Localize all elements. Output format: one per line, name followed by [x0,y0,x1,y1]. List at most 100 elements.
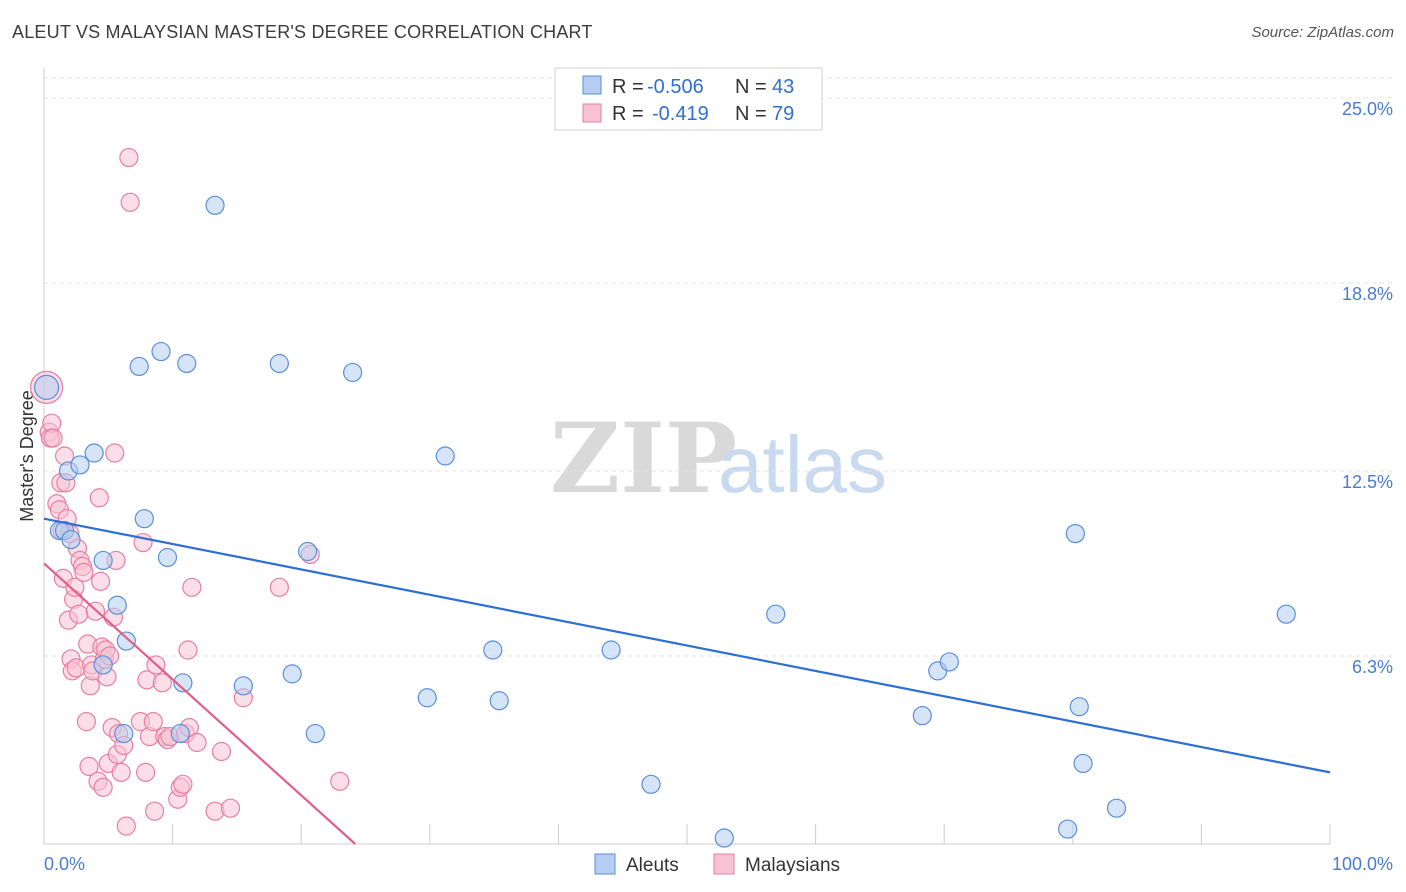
aleut-trendline [43,517,1331,774]
malaysian-point-69 [178,640,198,660]
malaysian-point-36 [93,777,113,797]
bottom-legend: Aleuts Malaysians [594,853,840,876]
aleut-point-16 [170,723,190,744]
aleut-point-39 [1069,697,1089,717]
watermark-atlas: atlas [718,420,887,509]
aleut-point-13 [134,509,154,529]
legend-n-value-malaysian: 79 [772,103,794,125]
malaysian-point-73 [205,801,225,821]
malaysian-point-50 [116,816,136,836]
aleut-point-15 [157,547,178,568]
bottom-legend-swatch-aleuts [594,853,616,875]
legend-r-label-aleut: R = [612,76,644,98]
malaysian-point-74 [211,741,232,762]
x-tick-label-min: 0.0% [44,854,85,874]
legend-swatch-malaysian [582,103,602,123]
aleut-point-0 [33,374,60,400]
malaysian-point-27 [79,756,99,777]
aleut-point-24 [305,723,325,744]
malaysian-point-24 [74,562,94,583]
aleut-point-34 [912,706,932,726]
malaysian-point-19 [66,658,86,678]
watermark: ZIP atlas [550,402,887,515]
legend-n-label-malaysian: N = [735,103,767,125]
aleut-point-40 [1073,753,1093,774]
x-ticks [172,824,1331,844]
top-legend: R = -0.506 N = 43 R = -0.419 N = 79 [554,67,823,131]
malaysian-point-79 [330,771,350,791]
malaysian-point-71 [182,577,202,597]
malaysian-trendline [43,562,356,845]
aleut-point-37 [1058,819,1078,839]
chart-source: Source: ZipAtlas.com [1251,24,1394,41]
malaysian-point-48 [111,762,131,782]
malaysian-point-58 [143,712,163,732]
malaysian-point-61 [152,673,172,693]
x-tick-labels: 0.0% 100.0% [44,854,1393,874]
malaysian-point-4 [43,428,63,448]
aleut-point-7 [93,550,113,571]
aleut-point-4 [61,529,81,550]
y-tick-label-0: 6.3% [1352,657,1393,677]
bottom-legend-swatch-malaysians [713,853,735,875]
aleut-point-27 [435,446,455,466]
aleut-point-41 [1106,798,1127,818]
malaysian-point-25 [76,712,97,732]
malaysian-point-51 [119,147,139,168]
malaysian-point-77 [269,577,289,597]
chart-title: ALEUT VS MALAYSIAN MASTER'S DEGREE CORRE… [12,22,593,42]
legend-r-value-aleut: -0.506 [647,76,704,98]
aleut-point-38 [1065,523,1085,544]
aleut-point-10 [114,723,134,744]
aleut-point-25 [343,362,363,383]
malaysian-point-21 [69,604,89,624]
malaysian-point-59 [144,801,165,821]
aleut-point-5 [70,455,90,475]
malaysian-point-72 [187,732,207,753]
legend-r-label-malaysian: R = [612,103,644,125]
gridlines [44,77,1393,657]
x-tick-label-max: 100.0% [1332,854,1393,874]
aleut-point-9 [107,595,127,615]
legend-n-label-aleut: N = [735,76,767,98]
malaysian-point-67 [173,774,193,794]
aleut-point-26 [417,688,437,708]
malaysian-point-55 [135,762,156,782]
aleut-point-42 [1276,604,1296,624]
aleut-point-6 [84,443,104,463]
aleut-points [33,195,1296,848]
legend-r-value-malaysian: -0.419 [652,103,709,125]
y-tick-labels: 6.3% 12.5% 18.8% 25.0% [1342,99,1393,677]
aleut-point-14 [151,341,171,362]
malaysian-point-34 [90,571,111,591]
y-tick-label-3: 25.0% [1342,99,1393,119]
aleut-point-33 [766,604,786,624]
aleut-point-11 [116,631,136,651]
y-tick-label-2: 18.8% [1342,284,1393,304]
aleut-point-30 [601,640,621,660]
aleut-point-12 [129,356,149,377]
y-axis-label: Master's Degree [17,390,37,521]
malaysian-point-52 [120,192,140,212]
aleut-point-22 [282,664,302,684]
malaysian-point-44 [105,443,125,463]
aleut-point-28 [483,640,503,660]
aleut-point-18 [177,353,197,374]
aleut-point-31 [641,774,661,794]
aleut-point-8 [93,655,113,675]
aleut-point-17 [173,673,193,693]
bottom-legend-label-aleuts: Aleuts [626,855,679,876]
aleut-point-36 [939,652,959,672]
aleut-point-20 [233,676,253,696]
aleut-point-23 [298,541,318,562]
aleut-point-29 [489,691,509,711]
aleut-point-32 [714,828,734,848]
watermark-zip: ZIP [550,402,737,515]
legend-n-value-aleut: 43 [772,76,794,98]
aleut-point-19 [205,195,225,215]
malaysian-point-18 [65,577,85,597]
malaysian-point-75 [220,798,241,818]
legend-swatch-aleut [582,75,602,95]
trendlines [43,517,1331,845]
